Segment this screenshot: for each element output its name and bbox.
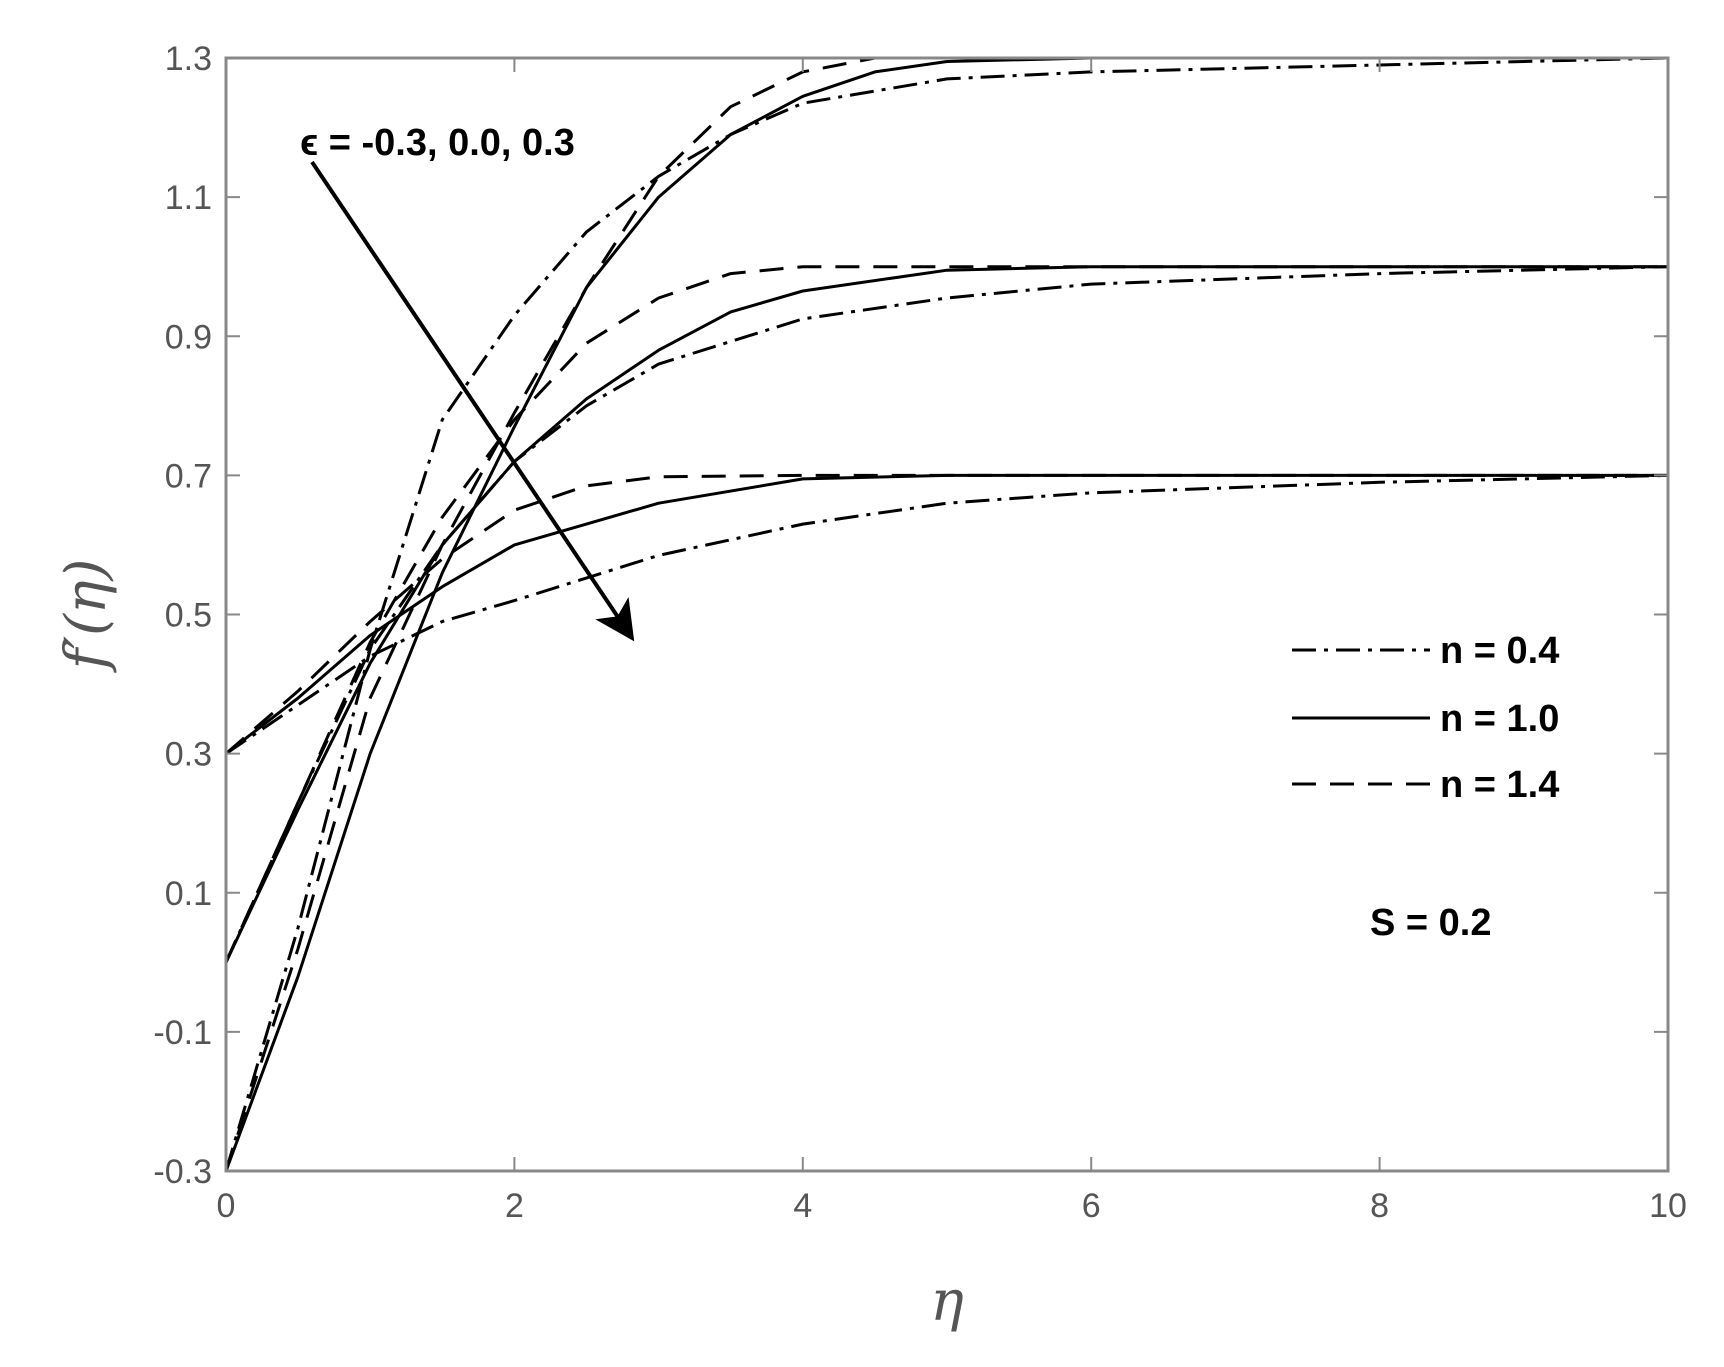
x-tick-label: 8 [1370,1187,1389,1225]
y-tick-label: 1.3 [165,40,212,78]
series-line-1-solid [225,473,1668,755]
series-line-3-dashdot [224,265,1669,963]
y-axis-title: f′(η) [54,559,119,674]
legend-label-n14: n = 1.4 [1440,764,1559,806]
series-line-2-dashed [225,473,1668,755]
epsilon-annotation: ϵ = -0.3, 0.0, 0.3 [300,122,575,164]
x-tick-label: 10 [1649,1187,1687,1225]
series-line-5-dashed [224,265,1668,963]
legend-label-n10: n = 1.0 [1440,698,1559,740]
s-parameter-label: S = 0.2 [1370,902,1491,944]
x-tick-label: 6 [1082,1187,1101,1225]
axes-layer: 0 2 4 6 8 10 -0.3 -0.1 0.1 0.3 0.5 0.7 0.9 1.1 1.3 [153,40,1687,1225]
series-line-4-solid [224,265,1668,963]
legend: n = 0.4 n = 1.0 n = 1.4 [1292,630,1559,806]
y-tick-label: 0.3 [165,736,212,774]
y-tick-label: 0.7 [165,457,212,495]
y-tick-label: 1.1 [165,179,212,217]
series-line-0-dashdot [225,473,1669,755]
plot-background [226,58,1668,1171]
y-tick-label: -0.1 [153,1014,212,1052]
x-tick-label: 2 [505,1187,524,1225]
x-tick-label: 0 [217,1187,236,1225]
x-axis-title: η [930,1269,964,1334]
legend-label-n04: n = 0.4 [1440,630,1559,672]
y-tick-label: 0.1 [165,875,212,913]
y-tick-label: 0.9 [165,318,212,356]
x-tick-label: 4 [793,1187,812,1225]
y-tick-label: 0.5 [165,597,212,635]
y-tick-label: -0.3 [153,1153,212,1191]
epsilon-arrow [310,160,635,642]
